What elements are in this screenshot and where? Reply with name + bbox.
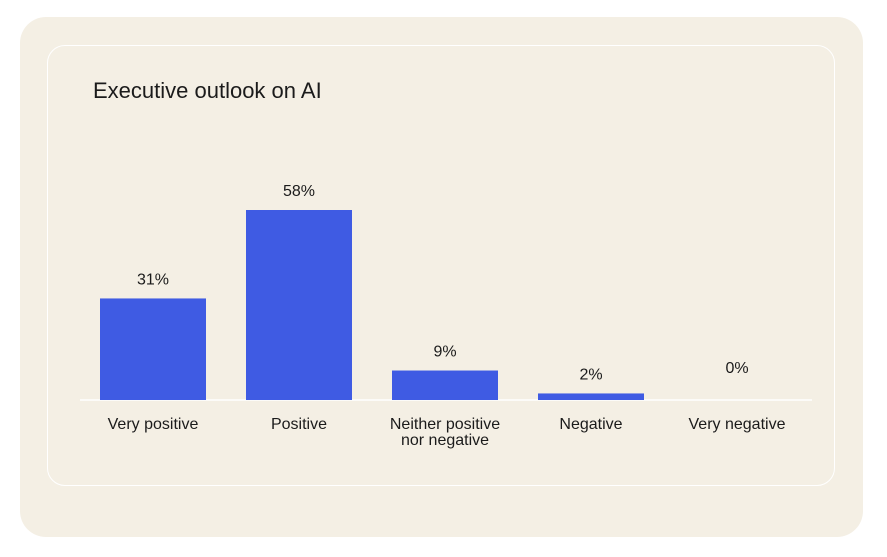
data-label: 2% (579, 366, 602, 383)
x-tick-label: Negative (559, 416, 622, 433)
x-tick-label: Very positive (108, 416, 199, 433)
x-tick-label: Positive (271, 416, 327, 433)
outer-card (20, 17, 863, 537)
bar (538, 393, 644, 400)
data-label: 31% (137, 271, 169, 288)
x-tick-label: Very negative (689, 416, 786, 433)
chart-panel (47, 45, 835, 486)
x-tick-label: Neither positive nor negative (390, 416, 500, 449)
bar (100, 298, 206, 400)
data-label: 0% (725, 360, 748, 377)
chart-title: Executive outlook on AI (93, 78, 322, 103)
data-label: 9% (433, 344, 456, 361)
data-label: 58% (283, 183, 315, 200)
bar (392, 370, 498, 400)
bar (246, 210, 352, 400)
